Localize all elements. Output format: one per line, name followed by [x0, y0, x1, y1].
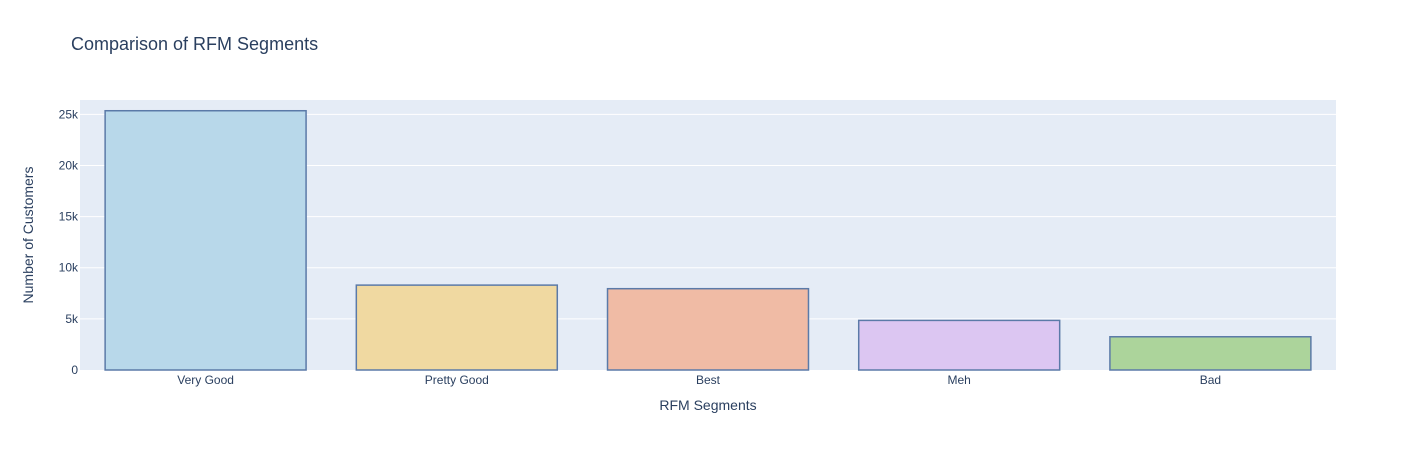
y-tick-label: 20k	[59, 158, 79, 172]
x-tick-label: Very Good	[177, 373, 234, 387]
y-tick-label: 15k	[59, 210, 79, 224]
bar-pretty-good[interactable]	[355, 284, 559, 371]
bar-very-good[interactable]	[104, 109, 307, 371]
y-tick-label: 0	[71, 363, 78, 377]
x-tick-label: Pretty Good	[425, 373, 489, 387]
chart-title: Comparison of RFM Segments	[71, 34, 318, 54]
y-tick-label: 25k	[59, 107, 79, 121]
x-tick-label: Best	[696, 373, 721, 387]
y-axis-ticks: 0 5k 10k 15k 20k 25k	[59, 107, 79, 377]
x-axis-title: RFM Segments	[659, 397, 756, 413]
y-axis-title: Number of Customers	[20, 167, 36, 304]
bar-best[interactable]	[606, 287, 810, 371]
y-tick-label: 10k	[59, 261, 79, 275]
bar-meh[interactable]	[857, 319, 1061, 371]
x-tick-label: Bad	[1200, 373, 1221, 387]
bars	[104, 109, 1312, 371]
x-axis-ticks: Very Good Pretty Good Best Meh Bad	[177, 373, 1221, 387]
bar-bad[interactable]	[1109, 336, 1312, 371]
y-tick-label: 5k	[65, 312, 79, 326]
x-tick-label: Meh	[948, 373, 971, 387]
